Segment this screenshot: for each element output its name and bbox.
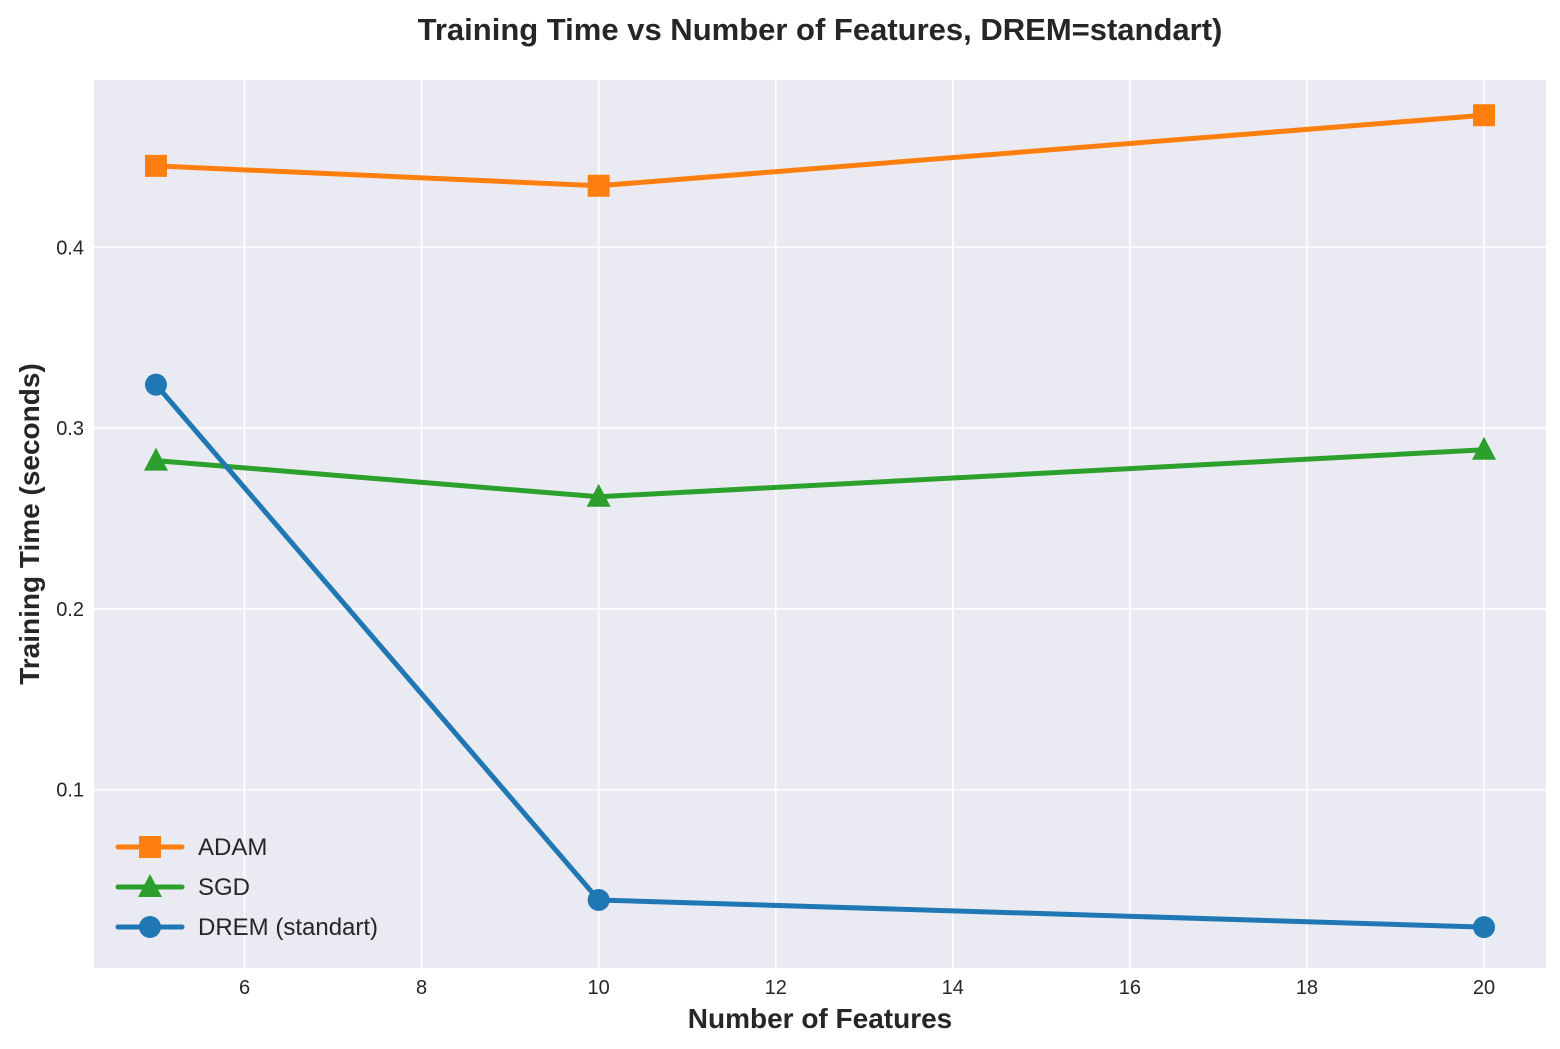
chart-title: Training Time vs Number of Features, DRE… (418, 12, 1223, 47)
x-tick-label: 14 (942, 977, 964, 999)
legend-item-sgd: SGD (115, 874, 250, 901)
x-tick-label: 6 (239, 977, 250, 999)
legend-marker (139, 836, 161, 858)
tick-labels: 6 8 10 12 14 16 18 20 0.1 0.2 0.3 0.4 (56, 237, 1495, 999)
y-tick-label: 0.3 (56, 418, 84, 440)
series-group (143, 104, 1497, 939)
legend-label: SGD (198, 874, 250, 901)
data-point-drem-standart (587, 889, 610, 912)
y-tick-label: 0.2 (56, 599, 84, 621)
data-point-sgd (586, 483, 611, 507)
x-tick-label: 16 (1119, 977, 1141, 999)
x-tick-label: 8 (416, 977, 427, 999)
data-point-sgd (1472, 436, 1497, 460)
x-tick-label: 18 (1296, 977, 1318, 999)
x-tick-label: 10 (588, 977, 610, 999)
y-tick-label: 0.1 (56, 780, 84, 802)
data-point-adam (144, 154, 167, 177)
data-point-adam (587, 174, 610, 197)
x-axis-label: Number of Features (688, 1003, 953, 1034)
legend: ADAM SGD DREM (standart) (115, 834, 378, 941)
legend-item-adam: ADAM (115, 834, 267, 861)
series-drem-standart (144, 373, 1496, 939)
legend-label: DREM (standart) (198, 914, 378, 941)
plot-background (94, 80, 1546, 968)
data-point-drem-standart (144, 373, 167, 396)
legend-item-drem-standart: DREM (standart) (115, 914, 378, 941)
series-adam (144, 104, 1496, 197)
x-tick-label: 20 (1473, 977, 1495, 999)
legend-label: ADAM (198, 834, 267, 861)
y-tick-label: 0.4 (56, 237, 84, 259)
x-tick-label: 12 (765, 977, 787, 999)
legend-marker (138, 874, 162, 897)
data-point-adam (1473, 104, 1496, 127)
series-sgd (143, 436, 1497, 507)
y-axis-label: Training Time (seconds) (14, 363, 45, 685)
grid-lines (94, 80, 1546, 968)
legend-marker (139, 916, 161, 938)
data-point-drem-standart (1473, 916, 1496, 939)
data-point-sgd (143, 447, 168, 471)
